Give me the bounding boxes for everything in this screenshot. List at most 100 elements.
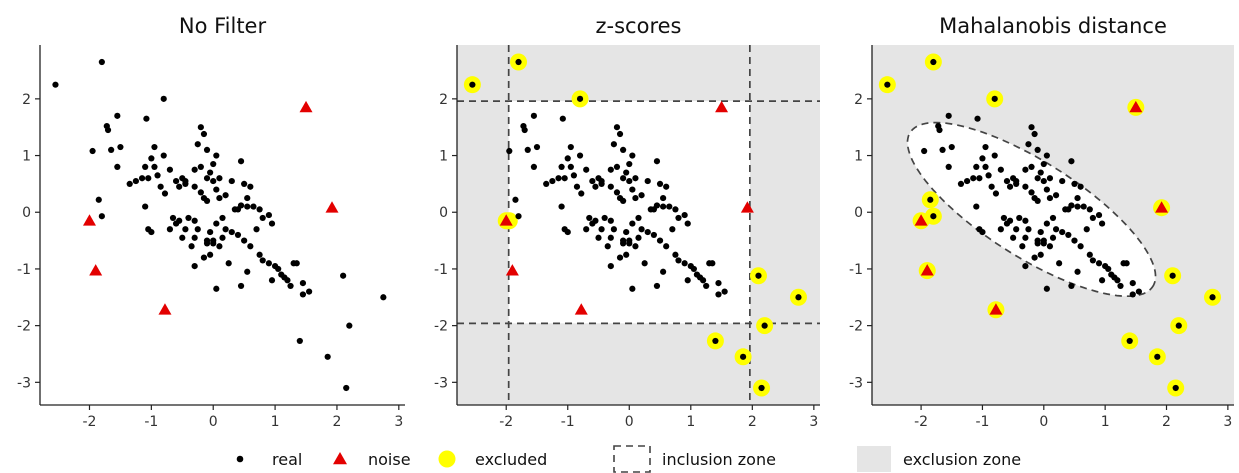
real-point — [675, 257, 682, 264]
real-point — [1062, 206, 1069, 213]
real-point — [991, 152, 998, 159]
real-point — [982, 163, 989, 170]
real-point — [203, 146, 211, 153]
legend: real noise excluded inclusion zone exclusion… — [236, 445, 1021, 473]
real-point — [997, 226, 1004, 233]
real-point — [114, 163, 121, 170]
real-point — [632, 175, 639, 182]
real-point — [623, 251, 630, 258]
real-point — [340, 272, 347, 279]
real-point — [194, 141, 201, 148]
noise-point — [1155, 201, 1169, 213]
real-point — [681, 211, 688, 219]
real-point — [1046, 194, 1054, 202]
real-point — [237, 202, 245, 209]
real-point — [197, 189, 204, 196]
real-point — [663, 183, 670, 190]
real-point — [1098, 277, 1106, 284]
x-tick-label: 2 — [748, 414, 757, 430]
real-point — [703, 282, 710, 290]
real-point — [607, 166, 614, 173]
real-point — [151, 143, 158, 151]
real-point — [173, 220, 180, 227]
real-point — [197, 124, 204, 131]
real-point — [247, 183, 254, 190]
real-point — [1089, 214, 1096, 222]
real-point — [1129, 280, 1136, 287]
real-point — [533, 143, 541, 151]
real-point — [945, 112, 952, 119]
real-point — [343, 384, 350, 392]
real-point — [1059, 228, 1066, 236]
real-point — [595, 234, 602, 241]
real-point — [1034, 197, 1041, 205]
real-point — [647, 206, 654, 213]
real-point — [1031, 254, 1038, 261]
real-point — [1043, 285, 1050, 292]
real-point — [148, 155, 155, 162]
legend-inclusion-key — [613, 445, 651, 473]
y-tick-label: 2 — [22, 92, 31, 108]
real-point — [1068, 158, 1075, 165]
real-point — [610, 226, 617, 233]
x-tick-label: -2 — [83, 414, 97, 430]
real-point — [991, 95, 998, 102]
real-point — [1043, 220, 1050, 227]
y-tick-label: 2 — [854, 92, 863, 108]
real-point — [160, 152, 167, 159]
real-point — [1043, 152, 1050, 159]
real-point — [237, 158, 245, 165]
real-point — [1065, 231, 1072, 239]
real-point — [138, 175, 146, 182]
real-point — [1209, 294, 1216, 301]
real-point — [126, 180, 133, 187]
real-point — [1052, 192, 1060, 199]
real-point — [52, 81, 59, 88]
real-point — [598, 177, 605, 185]
real-point — [1123, 260, 1130, 267]
y-tick-label: -2 — [434, 319, 448, 335]
real-point — [1080, 203, 1087, 210]
y-tick-label: -3 — [434, 375, 448, 391]
real-point — [1040, 240, 1047, 247]
real-point — [1003, 220, 1011, 227]
y-tick-label: -1 — [849, 262, 863, 278]
real-point — [1086, 206, 1093, 213]
real-point — [1037, 228, 1044, 236]
real-point — [721, 288, 728, 295]
real-point — [1172, 384, 1179, 392]
noise-point — [914, 214, 928, 226]
real-point — [268, 220, 276, 227]
real-point — [530, 163, 538, 170]
y-tick-label: -2 — [849, 319, 863, 335]
legend-noise-key — [333, 452, 347, 465]
real-point — [635, 234, 642, 241]
real-point — [970, 175, 977, 182]
real-point — [795, 294, 802, 301]
real-point — [117, 143, 124, 151]
real-point — [299, 280, 307, 287]
real-point — [681, 260, 688, 267]
real-point — [1013, 226, 1020, 233]
real-point — [543, 180, 550, 187]
y-tick-label: -3 — [17, 375, 31, 391]
inclusion-zone — [906, 121, 1157, 298]
real-point — [715, 291, 722, 298]
real-point — [1077, 183, 1084, 190]
real-point — [1071, 237, 1078, 244]
real-point — [1022, 166, 1029, 173]
real-point — [200, 130, 208, 138]
real-point — [1022, 263, 1029, 270]
y-tick-label: 2 — [439, 92, 448, 108]
real-point — [222, 192, 229, 199]
y-tick-label: -2 — [17, 319, 31, 335]
real-point — [1025, 141, 1032, 148]
real-point — [191, 234, 198, 241]
noise-point — [325, 201, 339, 213]
x-tick-label: 3 — [809, 414, 818, 430]
real-point — [1040, 160, 1047, 168]
real-point — [555, 175, 562, 182]
real-point — [616, 130, 624, 138]
real-point — [1074, 268, 1081, 275]
legend-excluded-label: excluded — [475, 450, 547, 469]
